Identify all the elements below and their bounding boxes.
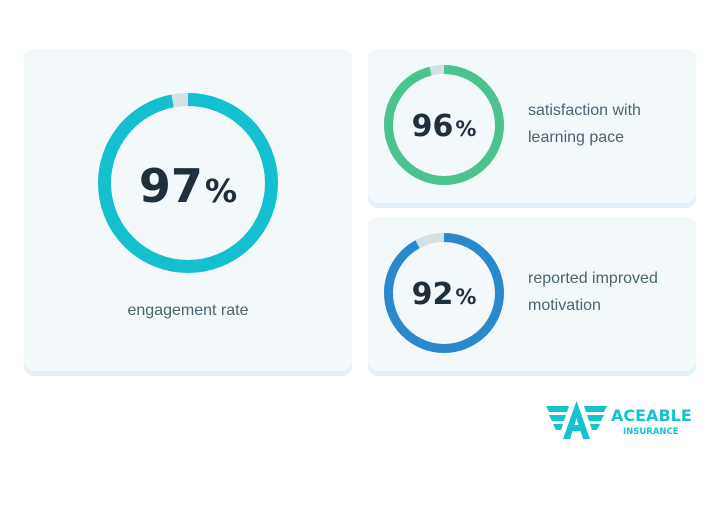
motivation-percent: 92% bbox=[394, 277, 494, 312]
aceable-insurance-logo: ACEABLE INSURANCE bbox=[546, 401, 692, 439]
motivation-card: 92% reported improved motivation bbox=[368, 217, 696, 371]
motivation-label: reported improved motivation bbox=[528, 265, 658, 319]
engagement-card: 97% engagement rate bbox=[24, 49, 352, 371]
satisfaction-card: 96% satisfaction with learning pace bbox=[368, 49, 696, 203]
satisfaction-label: satisfaction with learning pace bbox=[528, 97, 641, 151]
label-line: motivation bbox=[528, 297, 601, 314]
ring-progress bbox=[98, 93, 278, 273]
label-line: learning pace bbox=[528, 129, 625, 146]
engagement-label: engagement rate bbox=[127, 302, 249, 319]
ring-progress bbox=[384, 233, 504, 353]
logo-sub: INSURANCE bbox=[623, 427, 679, 437]
label-line: satisfaction with bbox=[528, 102, 641, 119]
logo-brand: ACEABLE bbox=[611, 406, 692, 425]
ring-progress bbox=[384, 65, 504, 185]
engagement-ring bbox=[98, 93, 278, 273]
engagement-percent: 97% bbox=[88, 159, 288, 213]
satisfaction-percent: 96% bbox=[394, 109, 494, 144]
label-line: reported improved bbox=[528, 270, 658, 287]
percent-sign: % bbox=[204, 172, 238, 210]
satisfaction-ring bbox=[384, 65, 504, 185]
engagement-value: 97 bbox=[138, 159, 203, 213]
percent-sign: % bbox=[455, 285, 477, 309]
percent-sign: % bbox=[455, 117, 477, 141]
satisfaction-value: 96 bbox=[411, 109, 454, 144]
motivation-value: 92 bbox=[411, 277, 454, 312]
motivation-ring bbox=[384, 233, 504, 353]
